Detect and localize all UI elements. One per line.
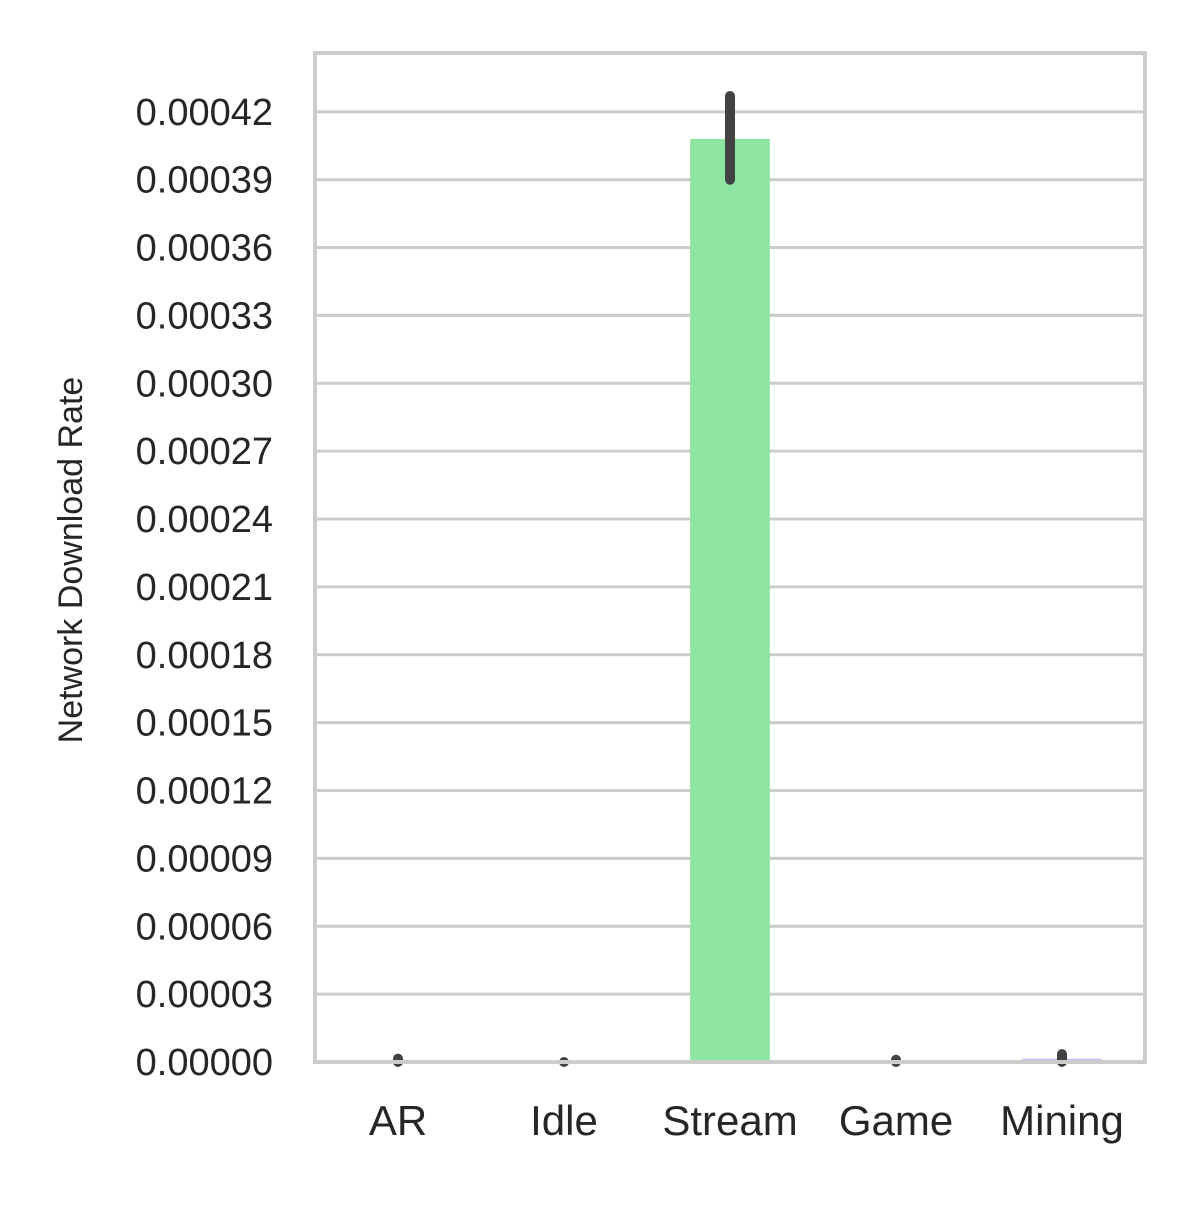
x-tick-label-idle: Idle xyxy=(530,1097,598,1144)
y-tick-label: 0.00009 xyxy=(136,838,273,880)
y-tick-label: 0.00006 xyxy=(136,906,273,948)
bars xyxy=(690,138,1102,1062)
x-tick-labels: AR Idle Stream Game Mining xyxy=(369,1097,1124,1144)
y-tick-label: 0.00042 xyxy=(136,92,273,134)
x-tick-label-mining: Mining xyxy=(1000,1097,1124,1144)
x-tick-label-game: Game xyxy=(839,1097,953,1144)
y-tick-label: 0.00039 xyxy=(136,160,273,202)
y-tick-label: 0.00021 xyxy=(136,567,273,609)
x-tick-label-ar: AR xyxy=(369,1097,427,1144)
y-tick-label: 0.00036 xyxy=(136,228,273,270)
y-tick-label: 0.00030 xyxy=(136,363,273,405)
y-tick-label: 0.00003 xyxy=(136,974,273,1016)
y-tick-label: 0.00033 xyxy=(136,295,273,337)
y-tick-label: 0.00015 xyxy=(136,703,273,745)
x-tick-label-stream: Stream xyxy=(662,1097,797,1144)
y-axis-title: Network Download Rate xyxy=(52,377,90,744)
y-tick-label: 0.00000 xyxy=(136,1042,273,1084)
y-tick-label: 0.00024 xyxy=(136,499,273,541)
y-tick-label: 0.00027 xyxy=(136,431,273,473)
bar-stream xyxy=(690,138,770,1062)
y-tick-label: 0.00018 xyxy=(136,635,273,677)
y-tick-label: 0.00012 xyxy=(136,771,273,813)
plot-frame xyxy=(313,51,1147,1064)
y-tick-labels: 0.00000 0.00003 0.00006 0.00009 0.00012 0.000… xyxy=(136,92,273,1084)
